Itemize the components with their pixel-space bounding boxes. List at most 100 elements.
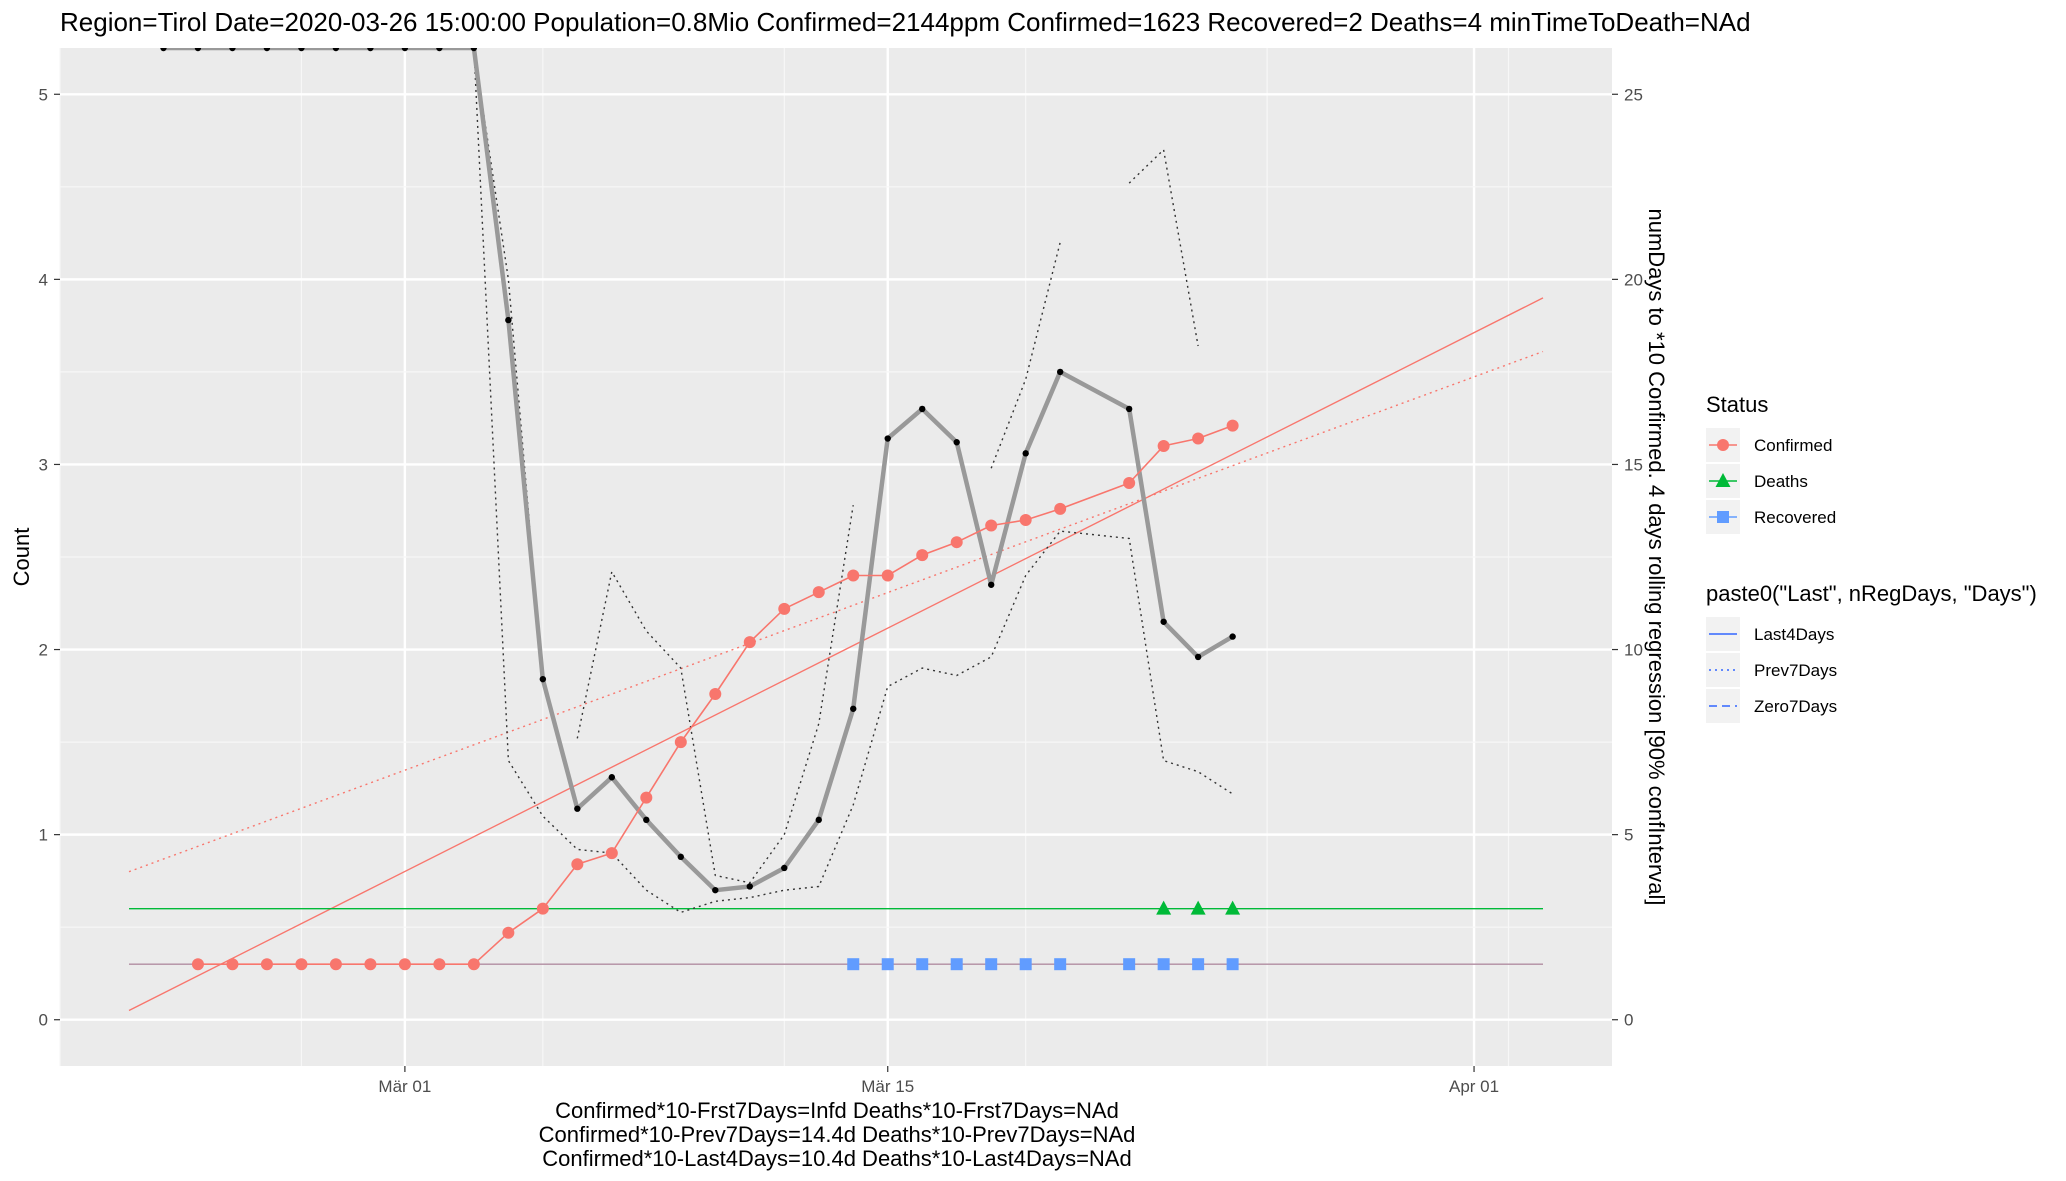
legend-label-zero7days: Zero7Days — [1754, 697, 1837, 716]
chart-title: Region=Tirol Date=2020-03-26 15:00:00 Po… — [60, 7, 1751, 37]
series-point-numdays-to-10-confirmed-right-axis — [988, 581, 995, 588]
y-axis-label: Count — [9, 528, 34, 587]
series-point-numdays-to-10-confirmed-right-axis — [160, 48, 167, 52]
y2-tick-label: 5 — [1624, 826, 1633, 845]
legend-status-title: Status — [1706, 392, 1768, 417]
series-point-numdays-to-10-confirmed-right-axis — [677, 853, 684, 861]
series-point-numdays-to-10-confirmed-right-axis — [815, 816, 822, 824]
series-point-recovered — [881, 958, 894, 971]
legend-regression: paste0("Last", nRegDays, "Days") Last4Da… — [1706, 581, 2037, 723]
x-tick-label: Apr 01 — [1449, 1077, 1499, 1096]
x-axis-label-line-3: Confirmed*10-Last4Days=10.4d Deaths*10-L… — [542, 1146, 1131, 1171]
series-segment-upper-conf-interval-right-axis — [576, 505, 854, 884]
series-point-confirmed — [260, 958, 273, 971]
y2-tick-label: 20 — [1624, 270, 1643, 289]
axes: 0 1 2 3 4 5 0 5 10 15 20 25 Mär 01 Mär 15 Apr 01 — [39, 85, 1643, 1096]
series-point-numdays-to-10-confirmed-right-axis — [367, 48, 374, 52]
legend-label-deaths: Deaths — [1754, 472, 1808, 491]
y2-axis-label: numDays to *10 Confirmed. 4 days rolling… — [1644, 208, 1669, 905]
x-axis-label-line-2: Confirmed*10-Prev7Days=14.4d Deaths*10-P… — [539, 1122, 1136, 1147]
series-point-confirmed — [950, 536, 963, 549]
series-point-confirmed — [1226, 419, 1239, 432]
y2-tick-label: 10 — [1624, 641, 1643, 660]
series-point-confirmed — [881, 569, 894, 582]
series-point-numdays-to-10-confirmed-right-axis — [1160, 618, 1167, 625]
y2-tick-label: 0 — [1624, 1011, 1633, 1030]
series-point-recovered — [847, 958, 860, 971]
series-point-recovered — [1157, 958, 1170, 971]
series-point-confirmed — [985, 519, 998, 532]
legend-key-marker-deaths — [1715, 473, 1731, 487]
series-point-recovered — [1054, 958, 1067, 971]
series-point-deaths — [1225, 900, 1241, 915]
plot-series — [128, 48, 1544, 1012]
series-point-confirmed — [191, 958, 204, 971]
series-point-recovered — [1226, 958, 1239, 971]
series-point-confirmed — [433, 958, 446, 971]
series-point-recovered — [950, 958, 963, 971]
series-point-deaths — [1156, 900, 1172, 915]
plot-series-clipped — [128, 48, 1544, 1012]
series-point-numdays-to-10-confirmed-right-axis — [539, 675, 547, 683]
series-point-numdays-to-10-confirmed-right-axis — [919, 405, 926, 413]
series-point-numdays-to-10-confirmed-right-axis — [781, 864, 788, 872]
series-point-recovered — [1192, 958, 1205, 971]
legend-label-prev7days: Prev7Days — [1754, 661, 1837, 680]
series-point-confirmed — [1019, 513, 1032, 526]
series-point-confirmed — [329, 958, 342, 971]
series-point-numdays-to-10-confirmed-right-axis — [1229, 633, 1236, 640]
series-point-numdays-to-10-confirmed-right-axis — [884, 435, 891, 442]
series-point-numdays-to-10-confirmed-right-axis — [1125, 405, 1133, 413]
series-point-confirmed — [398, 958, 411, 971]
series-point-deaths — [1190, 900, 1206, 915]
series-point-confirmed — [571, 858, 584, 871]
series-point-confirmed — [295, 958, 308, 971]
legend-label-recovered: Recovered — [1754, 508, 1836, 527]
legend-label-confirmed: Confirmed — [1754, 436, 1832, 455]
y-tick-label: 0 — [39, 1011, 48, 1030]
series-point-numdays-to-10-confirmed-right-axis — [643, 816, 650, 824]
series-point-confirmed — [605, 847, 618, 860]
y-tick-label: 4 — [39, 270, 48, 289]
legend-regression-title: paste0("Last", nRegDays, "Days") — [1706, 581, 2037, 606]
legend-status: Status Confirmed Deaths Recovered — [1706, 392, 1836, 534]
y-tick-label: 5 — [39, 85, 48, 104]
y2-tick-label: 25 — [1624, 85, 1643, 104]
series-point-confirmed — [743, 636, 756, 649]
series-point-numdays-to-10-confirmed-right-axis — [505, 316, 512, 324]
series-point-confirmed — [226, 958, 239, 971]
series-point-confirmed — [536, 902, 549, 915]
y2-tick-label: 15 — [1624, 455, 1643, 474]
y-tick-label: 3 — [39, 455, 48, 474]
series-point-numdays-to-10-confirmed-right-axis — [401, 48, 409, 52]
series-point-numdays-to-10-confirmed-right-axis — [263, 48, 271, 52]
series-point-confirmed — [467, 958, 480, 971]
series-point-confirmed — [364, 958, 377, 971]
series-point-confirmed — [502, 926, 515, 939]
series-point-confirmed — [640, 791, 653, 804]
series-point-numdays-to-10-confirmed-right-axis — [194, 48, 202, 52]
series-point-numdays-to-10-confirmed-right-axis — [470, 48, 478, 52]
y-tick-label: 1 — [39, 826, 48, 845]
legend-key-marker-recovered — [1717, 511, 1729, 523]
x-axis-label-line-1: Confirmed*10-Frst7Days=Infd Deaths*10-Fr… — [555, 1098, 1119, 1123]
series-point-confirmed — [847, 569, 860, 582]
series-point-confirmed — [674, 736, 687, 749]
x-tick-label: Mär 01 — [378, 1077, 431, 1096]
grid — [59, 48, 1612, 1066]
legend-label-last4days: Last4Days — [1754, 625, 1834, 644]
series-point-recovered — [985, 958, 998, 971]
x-tick-label: Mär 15 — [861, 1077, 914, 1096]
series-point-numdays-to-10-confirmed-right-axis — [1022, 450, 1029, 457]
series-point-numdays-to-10-confirmed-right-axis — [574, 805, 581, 812]
series-point-confirmed — [1157, 439, 1170, 452]
series-point-confirmed — [1054, 502, 1067, 515]
series-segment-upper-conf-interval-right-axis — [1128, 149, 1199, 347]
series-point-confirmed — [1192, 432, 1205, 445]
series-point-numdays-to-10-confirmed-right-axis — [608, 774, 616, 781]
series-point-confirmed — [1123, 476, 1136, 489]
series-point-confirmed — [778, 602, 791, 615]
series-point-numdays-to-10-confirmed-right-axis — [953, 439, 960, 446]
series-point-numdays-to-10-confirmed-right-axis — [1056, 368, 1064, 376]
